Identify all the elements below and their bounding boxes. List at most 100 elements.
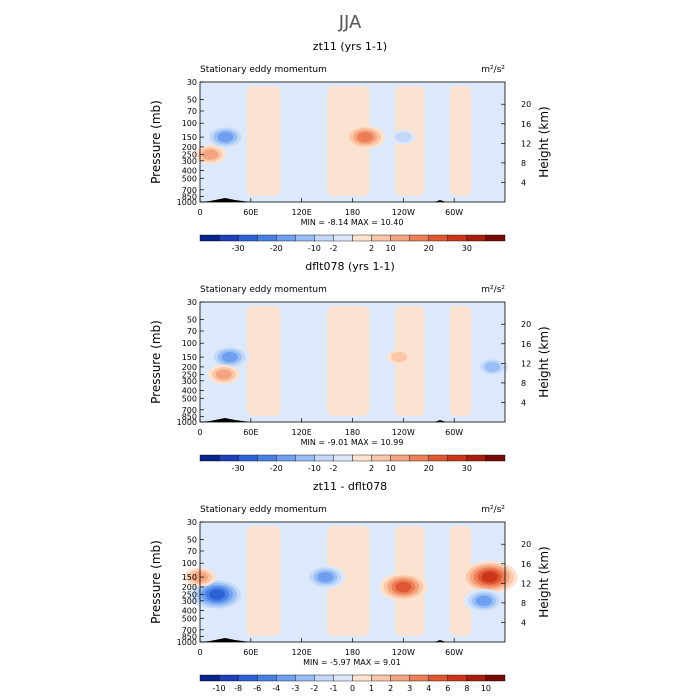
colorbar-swatch: [390, 454, 410, 462]
y-tick-label: 1000: [177, 418, 197, 427]
y2-tick-label: 20: [521, 100, 531, 109]
colorbar-swatch: [390, 234, 410, 242]
contour-band: [449, 526, 472, 636]
colorbar-swatch: [447, 674, 468, 682]
y-tick-label: 50: [187, 315, 197, 324]
y-tick-label: 30: [187, 298, 197, 307]
colorbar-swatch: [237, 674, 258, 682]
colorbar-swatch: [295, 674, 315, 682]
colorbar-label: -6: [253, 684, 261, 693]
contour-band: [246, 306, 281, 416]
colorbar-label: 2: [369, 244, 374, 253]
y-tick-label: 400: [182, 167, 197, 176]
contour-band: [327, 306, 370, 416]
colorbar-swatch: [371, 454, 391, 462]
colorbar-swatch: [314, 454, 334, 462]
colorbar-label: 20: [424, 464, 434, 473]
y-tick-label: 150: [182, 133, 197, 142]
chart-panel-2: dflt078 (yrs 1-1) Stationary eddy momentu…: [149, 260, 551, 473]
x-tick-label: 120E: [292, 428, 312, 437]
topography: [200, 638, 250, 642]
colorbar-swatch: [218, 674, 239, 682]
x-tick-label: 180: [345, 648, 360, 657]
y2-tick-label: 8: [521, 159, 526, 168]
x-tick-label: 60E: [243, 648, 258, 657]
panel-title: dflt078 (yrs 1-1): [305, 260, 395, 273]
colorbar-label: 2: [388, 684, 393, 693]
colorbar-label: 2: [369, 464, 374, 473]
y2-tick-label: 12: [521, 359, 531, 368]
contour-band: [327, 526, 370, 636]
colorbar-swatch: [295, 234, 315, 242]
contour-feature: [317, 571, 334, 583]
colorbar-swatch: [199, 674, 220, 682]
colorbar-label: -10: [308, 464, 321, 473]
y-tick-label: 50: [187, 95, 197, 104]
colorbar-label: 10: [386, 464, 396, 473]
y2-axis-label: Height (km): [537, 546, 551, 617]
y-tick-label: 250: [182, 591, 197, 600]
colorbar-swatch: [276, 454, 296, 462]
colorbar-swatch: [428, 454, 449, 462]
y-tick-label: 850: [182, 412, 197, 421]
colorbar-label: 8: [464, 684, 469, 693]
y-tick-label: 70: [187, 107, 197, 116]
colorbar-swatch: [256, 234, 277, 242]
x-tick-label: 60E: [243, 428, 258, 437]
y-tick-label: 50: [187, 535, 197, 544]
y-tick-label: 200: [182, 363, 197, 372]
colorbar-swatch: [485, 454, 506, 462]
x-tick-label: 180: [345, 208, 360, 217]
colorbar-label: 1: [369, 684, 374, 693]
colorbar-swatch: [409, 674, 429, 682]
x-tick-label: 0: [197, 428, 202, 437]
y2-tick-label: 8: [521, 599, 526, 608]
y-tick-label: 300: [182, 377, 197, 386]
colorbar-swatch: [371, 234, 391, 242]
y2-tick-label: 4: [521, 398, 526, 407]
x-tick-label: 60W: [445, 648, 463, 657]
colorbar-swatch: [390, 674, 410, 682]
colorbar-label: -2: [329, 464, 337, 473]
colorbar-label: 10: [481, 684, 491, 693]
contour-feature: [221, 351, 238, 363]
y-tick-label: 200: [182, 143, 197, 152]
colorbar-label: 0: [350, 684, 355, 693]
colorbar-swatch: [485, 674, 506, 682]
colorbar-label: -20: [270, 244, 283, 253]
x-tick-label: 120W: [392, 208, 415, 217]
colorbar-swatch: [428, 234, 449, 242]
y-tick-label: 500: [182, 394, 197, 403]
y-tick-label: 30: [187, 78, 197, 87]
contour-feature: [215, 369, 232, 380]
x-tick-label: 0: [197, 648, 202, 657]
x-tick-label: 60W: [445, 208, 463, 217]
y2-tick-label: 16: [521, 560, 531, 569]
y2-tick-label: 12: [521, 139, 531, 148]
contour-band: [449, 306, 472, 416]
colorbar-label: -20: [270, 464, 283, 473]
colorbar-label: -8: [234, 684, 242, 693]
field-label: Stationary eddy momentum: [200, 285, 327, 295]
colorbar-swatch: [276, 674, 296, 682]
y2-tick-label: 16: [521, 120, 531, 129]
y-tick-label: 850: [182, 192, 197, 201]
colorbar-swatch: [485, 234, 506, 242]
y-tick-label: 500: [182, 614, 197, 623]
colorbar-label: 10: [386, 244, 396, 253]
y-axis-label: Pressure (mb): [149, 320, 163, 404]
colorbar-swatch: [352, 454, 372, 462]
contour-feature: [395, 581, 412, 593]
units-label: m²/s²: [481, 65, 505, 75]
y2-tick-label: 20: [521, 540, 531, 549]
season-title: JJA: [338, 12, 362, 33]
colorbar-swatch: [295, 454, 315, 462]
y-tick-label: 70: [187, 327, 197, 336]
x-tick-label: 60W: [445, 428, 463, 437]
contour-band: [394, 306, 425, 416]
colorbar-swatch: [314, 674, 334, 682]
y-tick-label: 1000: [177, 638, 197, 647]
field-label: Stationary eddy momentum: [200, 505, 327, 515]
topography: [435, 200, 446, 202]
